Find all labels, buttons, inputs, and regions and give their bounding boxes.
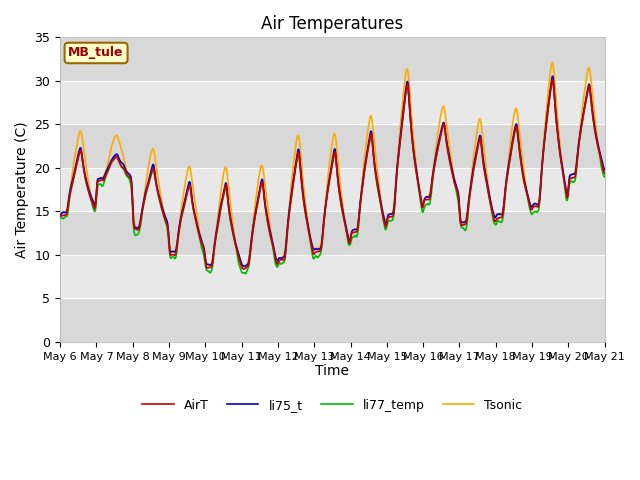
li77_temp: [56, 215, 64, 221]
li77_temp: [536, 192, 544, 198]
AirT: [536, 188, 544, 193]
Bar: [60, 211, 605, 255]
Bar: [60, 124, 605, 168]
li75_t: [417, 198, 425, 204]
li77_temp: [242, 271, 250, 276]
li75_t: [164, 224, 172, 229]
Tsonic: [56, 210, 64, 216]
Tsonic: [417, 196, 425, 202]
AirT: [601, 171, 609, 177]
Tsonic: [536, 185, 544, 191]
X-axis label: Time: Time: [316, 364, 349, 378]
li75_t: [536, 186, 544, 192]
Tsonic: [164, 228, 172, 233]
Bar: [60, 168, 605, 211]
li77_temp: [417, 203, 425, 208]
AirT: [548, 76, 556, 82]
Y-axis label: Air Temperature (C): Air Temperature (C): [15, 121, 29, 258]
Tsonic: [177, 206, 185, 212]
Tsonic: [601, 167, 609, 173]
Line: li75_t: li75_t: [60, 76, 605, 266]
li77_temp: [488, 212, 496, 218]
AirT: [238, 265, 246, 271]
AirT: [488, 209, 496, 215]
AirT: [177, 216, 185, 221]
Text: MB_tule: MB_tule: [68, 47, 124, 60]
Line: li77_temp: li77_temp: [60, 82, 605, 274]
Bar: [60, 0, 605, 37]
Tsonic: [548, 60, 556, 65]
Bar: [60, 255, 605, 299]
AirT: [240, 266, 248, 272]
Tsonic: [238, 262, 246, 268]
li77_temp: [548, 79, 556, 85]
AirT: [164, 227, 172, 232]
Line: Tsonic: Tsonic: [60, 62, 605, 266]
Title: Air Temperatures: Air Temperatures: [261, 15, 403, 33]
li77_temp: [601, 174, 609, 180]
AirT: [56, 214, 64, 219]
li77_temp: [238, 270, 246, 276]
Bar: [60, 37, 605, 81]
Bar: [60, 299, 605, 342]
Tsonic: [240, 264, 248, 269]
Legend: AirT, li75_t, li77_temp, Tsonic: AirT, li75_t, li77_temp, Tsonic: [137, 394, 527, 417]
li75_t: [56, 212, 64, 217]
li77_temp: [177, 215, 185, 221]
li75_t: [177, 213, 185, 218]
li75_t: [601, 167, 609, 172]
li75_t: [488, 206, 496, 212]
li75_t: [548, 73, 556, 79]
li77_temp: [164, 231, 172, 237]
Line: AirT: AirT: [60, 79, 605, 269]
Tsonic: [488, 206, 496, 212]
Bar: [60, 81, 605, 124]
li75_t: [238, 262, 246, 268]
AirT: [417, 199, 425, 204]
li75_t: [241, 264, 248, 269]
